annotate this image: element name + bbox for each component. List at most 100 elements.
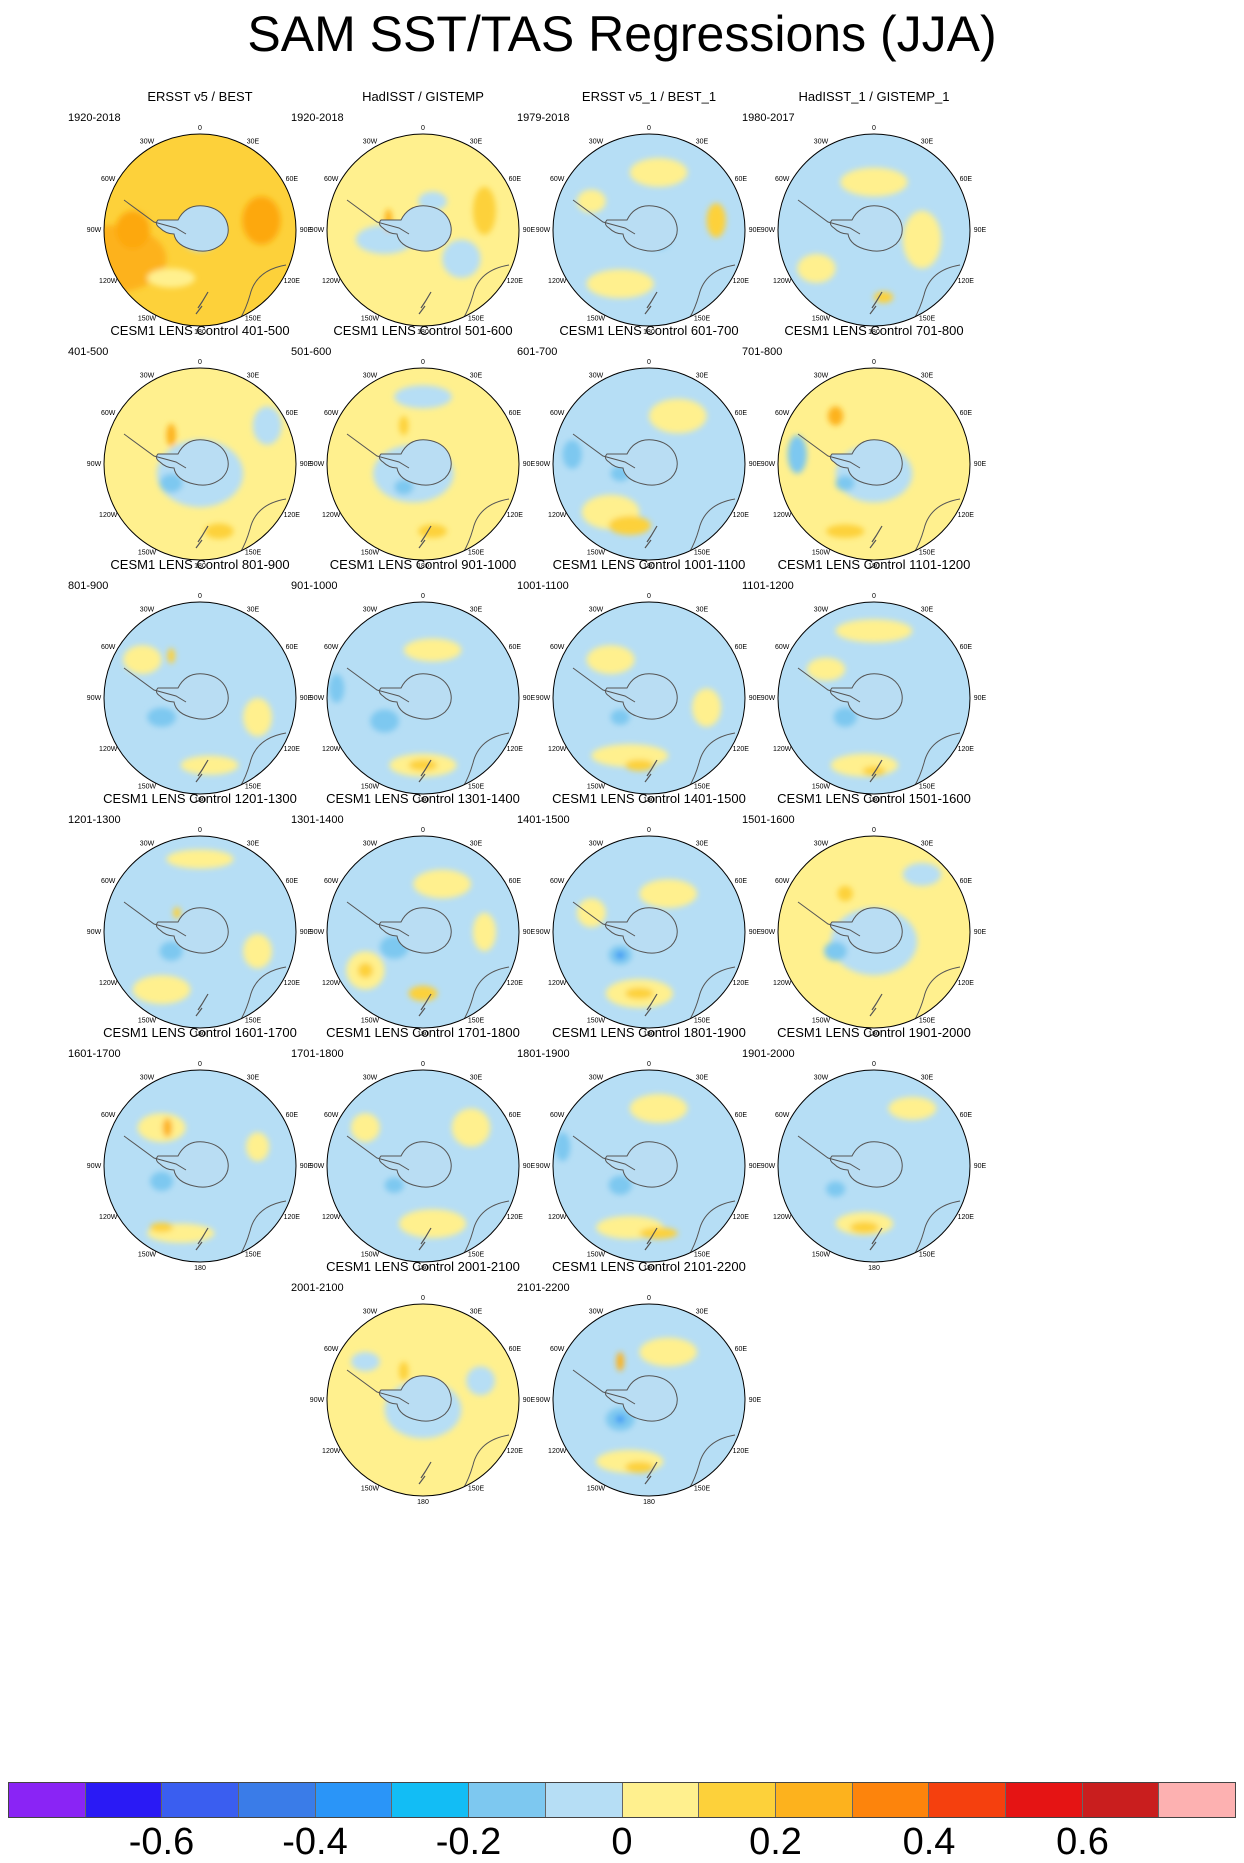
new-zealand-outline <box>644 759 658 783</box>
longitude-label: 0 <box>647 125 651 132</box>
anomaly-region <box>826 524 865 538</box>
anomaly-region <box>862 766 886 776</box>
panel-title: CESM1 LENS Control 1901-2000 <box>777 1025 971 1040</box>
australia-outline <box>462 732 510 788</box>
longitude-label: 60E <box>960 410 973 417</box>
australia-outline <box>462 1200 510 1256</box>
polar-map: 0 30E 60E 90E 120E 150E 180 150W 120W 90W 60W 30W <box>310 1295 536 1506</box>
longitude-label: 30W <box>140 139 155 146</box>
new-zealand-outline <box>418 1227 432 1251</box>
map-panel: CESM1 LENS Control 901-1000 901-1000 0 30E 6… <box>291 558 553 830</box>
panel-title: ERSST v5 / BEST <box>147 89 253 104</box>
longitude-label: 150W <box>138 783 157 790</box>
longitude-label: 30E <box>470 607 483 614</box>
polar-map: 0 30E 60E 90E 120E 150E 180 150W 120W 90W 60W 30W <box>87 1061 313 1272</box>
longitude-label: 90W <box>536 1163 551 1170</box>
longitude-label: 60W <box>101 1112 116 1119</box>
longitude-label: 0 <box>421 359 425 366</box>
longitude-label: 60W <box>324 176 339 183</box>
antarctica-outline <box>829 907 903 954</box>
longitude-label: 90W <box>310 929 325 936</box>
map-border <box>103 835 297 1029</box>
map-panel: CESM1 LENS Control 601-700 601-700 0 30E 60E… <box>517 324 779 596</box>
polar-map: 0 30E 60E 90E 120E 150E 180 150W 120W 90W 60W 30W <box>310 359 536 570</box>
longitude-label: 90E <box>523 1163 536 1170</box>
longitude-label: 30W <box>589 1309 604 1316</box>
longitude-label: 120W <box>99 512 118 519</box>
antarctica-outline <box>378 205 452 252</box>
longitude-label: 90W <box>761 227 776 234</box>
anomaly-region <box>629 158 688 187</box>
panel-period: 601-700 <box>517 346 558 358</box>
longitude-label: 150W <box>361 549 380 556</box>
new-zealand-outline <box>869 291 883 315</box>
longitude-label: 120W <box>548 512 567 519</box>
anomaly-region <box>166 849 234 869</box>
longitude-label: 0 <box>198 125 202 132</box>
longitude-label: 150W <box>138 315 157 322</box>
longitude-label: 60W <box>550 878 565 885</box>
longitude-label: 30E <box>247 841 260 848</box>
australia-outline <box>913 264 961 320</box>
panel-period: 1701-1800 <box>291 1048 344 1060</box>
longitude-label: 30E <box>247 607 260 614</box>
longitude-label: 60W <box>101 644 116 651</box>
panel-period: 401-500 <box>68 346 109 358</box>
new-zealand-outline <box>418 759 432 783</box>
longitude-label: 120E <box>507 512 524 519</box>
antarctica-outline <box>378 907 452 954</box>
map-border <box>103 1069 297 1263</box>
longitude-label: 150E <box>468 549 485 556</box>
panel-title: CESM1 LENS Control 401-500 <box>110 323 290 338</box>
longitude-label: 180 <box>417 563 429 570</box>
longitude-label: 30W <box>363 1309 378 1316</box>
longitude-label: 150W <box>361 783 380 790</box>
longitude-label: 120W <box>322 512 341 519</box>
longitude-label: 0 <box>421 593 425 600</box>
longitude-label: 180 <box>868 1265 880 1272</box>
longitude-label: 120E <box>507 1214 524 1221</box>
south-america-outline <box>572 667 636 703</box>
longitude-label: 30E <box>470 373 483 380</box>
panel-period: 501-600 <box>291 346 332 358</box>
colorbar-ticks: -0.6 -0.4 -0.2 0 0.2 0.4 0.6 <box>8 1823 1236 1861</box>
longitude-label: 60W <box>775 176 790 183</box>
antarctica-outline <box>378 1141 452 1188</box>
south-america-outline <box>123 667 187 703</box>
map-border <box>326 835 520 1029</box>
australia-outline <box>239 498 287 554</box>
anomaly-region <box>649 398 707 434</box>
anomaly-region <box>827 406 844 426</box>
longitude-label: 180 <box>643 797 655 804</box>
longitude-label: 90E <box>523 227 536 234</box>
australia-outline <box>913 1200 961 1256</box>
polar-map: 0 30E 60E 90E 120E 150E 180 150W 120W 90W 60W 30W <box>536 1295 762 1506</box>
longitude-label: 120E <box>733 746 750 753</box>
longitude-label: 30W <box>140 841 155 848</box>
longitude-label: 120W <box>548 1214 567 1221</box>
antarctica-outline <box>378 673 452 720</box>
colorbar-swatch <box>239 1783 316 1817</box>
longitude-label: 0 <box>647 593 651 600</box>
longitude-label: 120W <box>322 1448 341 1455</box>
anomaly-region <box>625 1461 654 1473</box>
longitude-label: 90E <box>749 227 762 234</box>
map-border <box>103 601 297 795</box>
longitude-label: 30E <box>470 139 483 146</box>
anomaly-region <box>328 674 345 703</box>
longitude-label: 120E <box>284 512 301 519</box>
longitude-label: 30W <box>363 373 378 380</box>
longitude-label: 90E <box>523 929 536 936</box>
anomaly-region <box>472 186 496 235</box>
anomaly-region <box>399 1209 467 1238</box>
panel-period: 2101-2200 <box>517 1282 570 1294</box>
anomaly-region <box>577 189 606 213</box>
longitude-label: 180 <box>417 797 429 804</box>
longitude-label: 120W <box>322 1214 341 1221</box>
anomaly-region <box>826 1181 846 1197</box>
longitude-label: 180 <box>643 1031 655 1038</box>
antarctica-outline <box>829 1141 903 1188</box>
south-america-outline <box>123 433 187 469</box>
new-zealand-outline <box>195 759 209 783</box>
longitude-label: 60E <box>509 878 522 885</box>
